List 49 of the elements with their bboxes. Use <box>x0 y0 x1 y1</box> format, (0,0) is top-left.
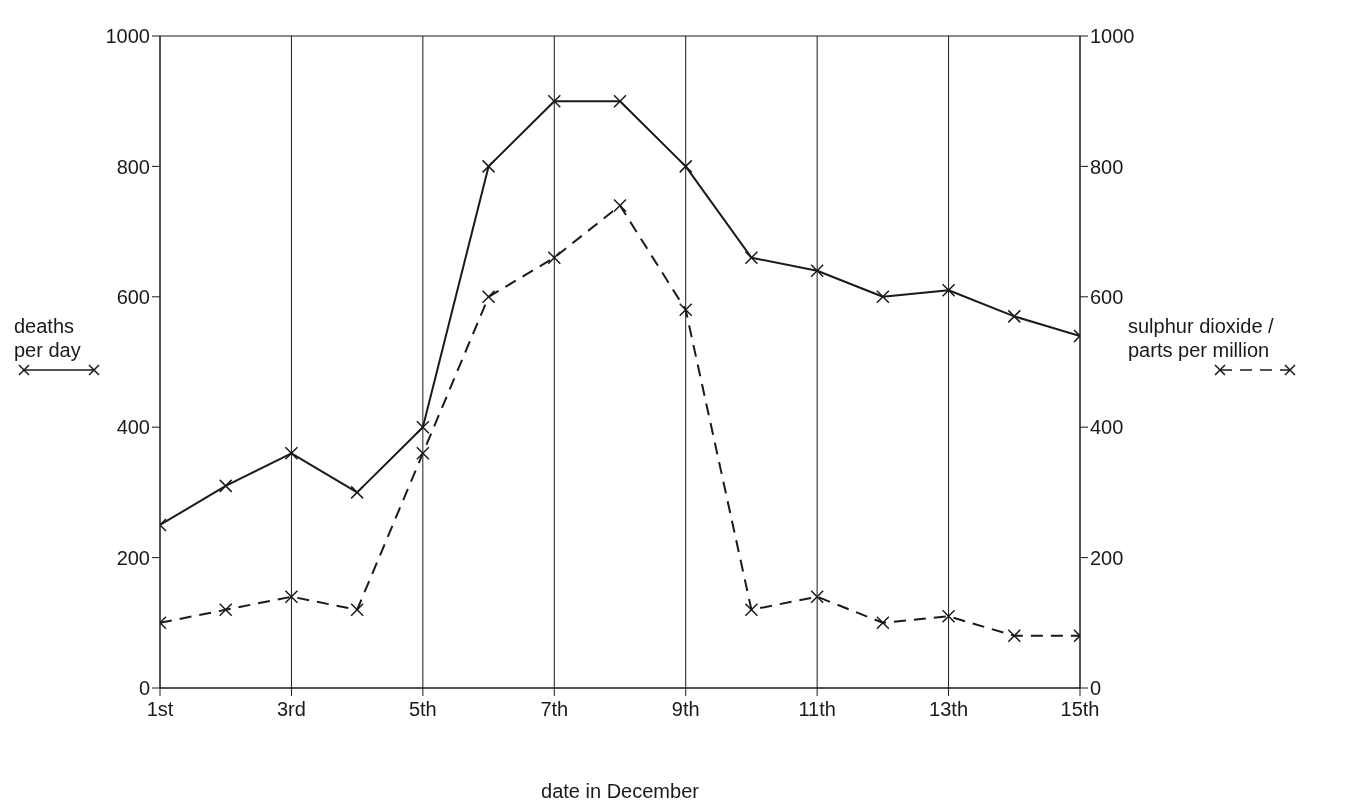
x-tick-label: 5th <box>408 698 437 721</box>
point <box>613 94 627 108</box>
point <box>876 290 890 304</box>
point <box>416 446 430 461</box>
point <box>350 603 364 617</box>
y2-tick-label: 800 <box>1090 155 1124 178</box>
point <box>1007 629 1022 643</box>
point <box>1007 309 1022 324</box>
point <box>481 290 496 304</box>
point <box>876 616 890 630</box>
point <box>678 159 693 174</box>
x-tick-label: 13th <box>929 698 969 721</box>
point <box>744 250 759 265</box>
y-tick-label: 600 <box>116 285 150 308</box>
point <box>810 263 824 278</box>
point <box>613 198 627 213</box>
x-tick-label: 15th <box>1060 698 1100 721</box>
point <box>810 589 824 604</box>
y2-tick-label: 1000 <box>1090 25 1135 48</box>
point <box>481 159 496 174</box>
point <box>941 609 956 624</box>
x-tick-label: 7th <box>540 698 569 721</box>
point <box>350 485 364 500</box>
x-tick-label: 9th <box>671 698 700 721</box>
y2-axis-title: sulphur dioxide / parts per million <box>1128 314 1275 362</box>
point <box>218 603 233 617</box>
y2-tick-label: 200 <box>1090 546 1124 569</box>
y2-tick-label: 600 <box>1090 285 1124 308</box>
point <box>678 303 693 317</box>
x-axis-title: date in December <box>540 780 700 803</box>
y-tick-label: 400 <box>116 416 150 439</box>
x-tick-label: 3rd <box>276 698 306 721</box>
y-axis-title: deaths per day <box>14 314 82 362</box>
point <box>284 589 299 604</box>
point <box>547 250 562 265</box>
y2-tick-label: 0 <box>1090 677 1102 700</box>
point <box>547 94 562 108</box>
point <box>284 446 299 461</box>
y-tick-label: 0 <box>138 677 150 700</box>
point <box>218 479 233 493</box>
x-tick-label: 1st <box>146 698 174 721</box>
y-tick-label: 800 <box>116 155 150 178</box>
x-tick-label: 11th <box>798 698 836 721</box>
point <box>941 283 956 298</box>
y-tick-label: 1000 <box>105 25 150 48</box>
point <box>416 420 430 434</box>
y2-tick-label: 400 <box>1090 416 1124 439</box>
point <box>744 603 759 617</box>
y-tick-label: 200 <box>116 546 150 569</box>
